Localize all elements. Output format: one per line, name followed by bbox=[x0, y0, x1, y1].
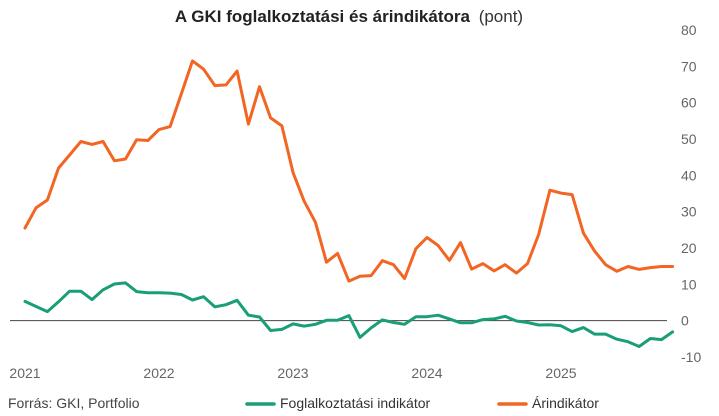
y-tick-label: 40 bbox=[681, 167, 697, 183]
legend-label-price: Árindikátor bbox=[532, 395, 599, 411]
y-tick-label: 60 bbox=[681, 95, 697, 111]
x-tick-label: 2023 bbox=[277, 365, 308, 381]
legend-label-employment: Foglalkoztatási indikátor bbox=[280, 395, 431, 411]
y-tick-label: 50 bbox=[681, 131, 697, 147]
x-axis: 2021 2022 2023 2024 2025 bbox=[9, 365, 576, 381]
y-tick-label: -10 bbox=[681, 349, 701, 365]
series-line-employment bbox=[23, 281, 675, 348]
y-axis: -10 0 10 20 30 40 50 60 70 80 bbox=[681, 22, 701, 365]
source-note: Forrás: GKI, Portfolio bbox=[8, 395, 140, 411]
y-tick-label: 70 bbox=[681, 58, 697, 74]
y-tick-label: 30 bbox=[681, 204, 697, 220]
x-tick-label: 2024 bbox=[411, 365, 442, 381]
x-tick-label: 2022 bbox=[143, 365, 174, 381]
series-layer bbox=[23, 59, 675, 348]
y-tick-label: 0 bbox=[681, 313, 689, 329]
chart-title-main: A GKI foglalkoztatási és árindikátora bbox=[175, 7, 471, 26]
y-tick-label: 80 bbox=[681, 22, 697, 38]
legend: Foglalkoztatási indikátor Árindikátor bbox=[245, 395, 599, 411]
chart-title-unit: (pont) bbox=[479, 7, 523, 26]
x-tick-label: 2025 bbox=[545, 365, 576, 381]
series-line-price bbox=[23, 59, 675, 283]
y-tick-label: 20 bbox=[681, 240, 697, 256]
x-tick-label: 2021 bbox=[9, 365, 40, 381]
y-tick-label: 10 bbox=[681, 276, 697, 292]
chart-title: A GKI foglalkoztatási és árindikátora (p… bbox=[175, 7, 523, 26]
